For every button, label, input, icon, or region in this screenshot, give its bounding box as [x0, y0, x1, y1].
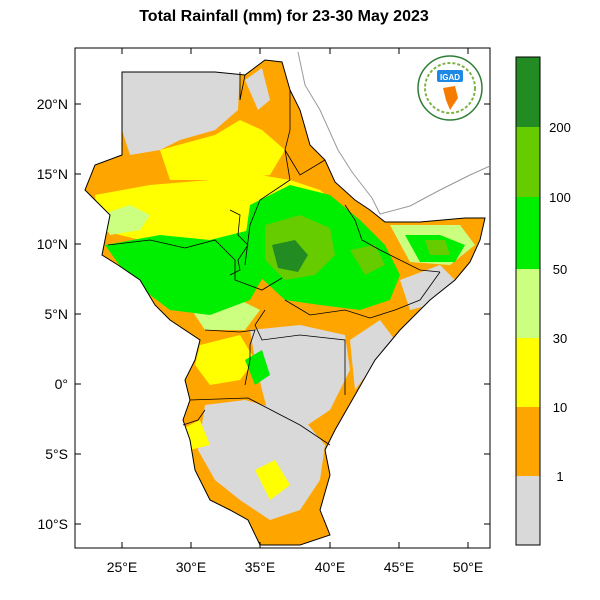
rainfall-zone-over-200 — [272, 240, 308, 272]
border-sudan-south-sudan-east — [107, 239, 283, 291]
lon-label-35e: 35°E — [245, 559, 276, 575]
legend-swatch-1-10 — [516, 407, 540, 476]
legend-swatch-100-200 — [516, 127, 540, 197]
rainfall-zone-50-100-west — [105, 230, 270, 315]
rainfall-zone-10-30-central — [160, 120, 285, 180]
dry-zone-tanzania — [198, 400, 325, 520]
logo-badge — [437, 70, 463, 82]
border-sudan-ethiopia — [244, 149, 291, 266]
legend-swatch-50-100 — [516, 197, 540, 269]
rainfall-zone-10-30-south — [255, 460, 290, 500]
country-borders — [107, 72, 441, 446]
lat-label-20n: 20°N — [37, 96, 68, 112]
border-uganda — [204, 329, 256, 386]
legend-label-100: 100 — [549, 190, 571, 205]
dry-zone-kenya — [250, 325, 350, 430]
igad-logo: IGAD — [417, 55, 483, 121]
legend-frame — [515, 56, 541, 546]
lat-label-0: 0° — [55, 376, 68, 392]
rainfall-zone-100-200-somaliland — [425, 240, 450, 255]
legend-label-10: 10 — [553, 400, 567, 415]
rainfall-zone-50-100-lake — [245, 350, 270, 385]
lat-label-5s: 5°S — [45, 446, 68, 462]
border-kenya-tanzania — [189, 397, 331, 446]
legend-swatch-10-30 — [516, 338, 540, 407]
logo-laurel — [424, 62, 476, 114]
legend-swatch-below-1 — [516, 476, 540, 545]
rainfall-zone-10-30-uganda — [195, 335, 255, 385]
lat-label-10n: 10°N — [37, 236, 68, 252]
dry-zone-northeast — [245, 68, 270, 110]
legend-label-50: 50 — [553, 262, 567, 277]
logo-africa-shape — [443, 86, 458, 110]
map-title: Total Rainfall (mm) for 23-30 May 2023 — [139, 8, 429, 25]
map-frame — [74, 47, 491, 549]
dry-zone-somalia-b — [350, 320, 395, 390]
border-ethiopia-somalia-south — [284, 271, 441, 319]
color-legend: 1 10 30 50 100 200 — [515, 56, 571, 546]
legend-swatch-over-200 — [516, 57, 540, 127]
dry-zone-somalia-a — [400, 265, 455, 310]
border-sudan-egypt — [239, 72, 246, 101]
logo-text: IGAD — [440, 73, 460, 82]
legend-swatch-30-50 — [516, 269, 540, 338]
lat-label-10s: 10°S — [37, 516, 68, 532]
lon-label-25e: 25°E — [107, 559, 138, 575]
lat-label-5n: 5°N — [45, 306, 69, 322]
lon-axis: 25°E 30°E 35°E 40°E 45°E 50°E — [107, 48, 484, 575]
rainfall-zone-30-50-west — [100, 205, 150, 235]
lat-label-15n: 15°N — [37, 166, 68, 182]
lon-label-50e: 50°E — [453, 559, 484, 575]
border-kenya-north — [254, 309, 346, 395]
legend-label-1: 1 — [556, 469, 563, 484]
lon-label-30e: 30°E — [176, 559, 207, 575]
lon-label-40e: 40°E — [315, 559, 346, 575]
dry-zone-north-sudan — [122, 72, 240, 155]
border-ethiopia-djibouti-somalia — [344, 204, 441, 273]
arabian-coastline — [297, 51, 491, 215]
lon-label-45e: 45°E — [384, 559, 415, 575]
legend-label-30: 30 — [553, 331, 567, 346]
lat-axis: 20°N 15°N 10°N 5°N 0° 5°S 10°S — [37, 96, 490, 532]
legend-label-200: 200 — [549, 120, 571, 135]
border-rwanda-burundi — [182, 409, 206, 426]
border-sudan-south-sudan — [229, 209, 249, 276]
rainfall-zone-100-200-east — [350, 245, 385, 275]
